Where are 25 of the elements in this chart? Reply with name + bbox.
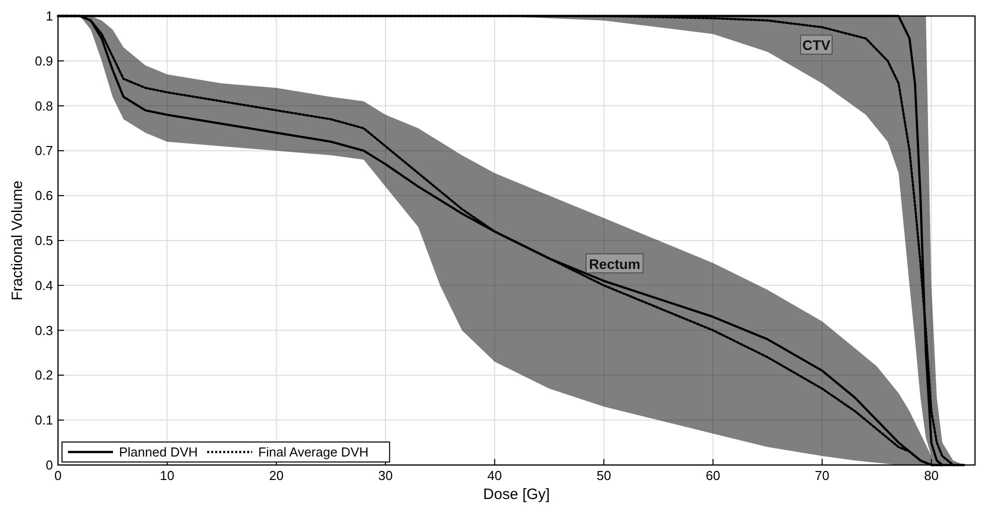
- legend-label: Final Average DVH: [258, 444, 369, 460]
- x-tick-label: 40: [487, 468, 502, 483]
- x-tick-label: 80: [924, 468, 939, 483]
- x-tick-label: 20: [269, 468, 284, 483]
- x-tick-label: 70: [814, 468, 830, 483]
- annotation: CTV: [802, 37, 832, 54]
- y-tick-label: 0.8: [34, 98, 53, 114]
- y-tick-label: 0.3: [34, 322, 53, 338]
- x-tick-label: 60: [706, 468, 720, 483]
- x-tick-label: 10: [160, 468, 174, 483]
- y-tick-label: 0.2: [34, 368, 53, 383]
- legend-label: Planned DVH: [119, 444, 198, 460]
- y-tick-label: 0.7: [34, 143, 53, 158]
- y-tick-label: 0.5: [34, 233, 53, 248]
- y-axis-title: Fractional Volume: [9, 180, 26, 301]
- y-tick-label: 1: [46, 8, 53, 24]
- x-tick-label: 50: [596, 468, 612, 483]
- x-axis-title: Dose [Gy]: [483, 486, 550, 503]
- y-tick-label: 0.6: [34, 188, 53, 204]
- x-tick-label: 30: [378, 468, 393, 483]
- y-tick-label: 0.1: [34, 412, 53, 428]
- y-tick-label: 0: [46, 458, 53, 472]
- y-tick-label: 0.4: [34, 278, 53, 293]
- y-tick-label: 0.9: [34, 53, 53, 68]
- annotation: Rectum: [588, 256, 640, 272]
